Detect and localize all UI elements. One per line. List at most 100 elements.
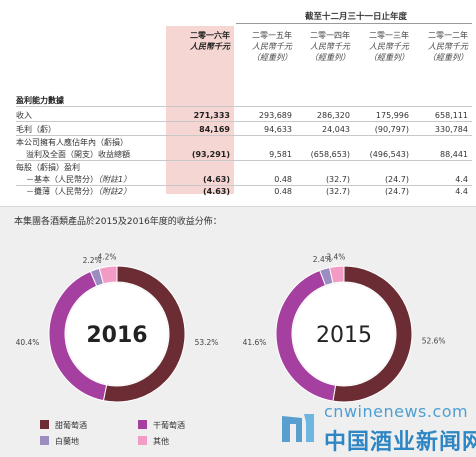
row-label: 毛利（虧） xyxy=(16,125,56,134)
table-cell: 293,689 xyxy=(258,111,292,120)
financial-summary-table: 截至十二月三十一日止年度 二零一六年 人民幣千元 二零一五年 人民幣千元 （經重… xyxy=(0,0,476,206)
slice-percent-label: 41.6% xyxy=(243,338,267,347)
legend-item: 白蘭地 xyxy=(40,436,79,447)
table-row: －基本（人民幣分）（附註1） (4.63) 0.48 (32.7) (24.7)… xyxy=(0,174,476,185)
legend-label: 其他 xyxy=(153,437,169,446)
column-unit: 人民幣千元 xyxy=(252,42,292,51)
row-label: 溢利及全面（開支）收益總額 xyxy=(26,150,130,159)
slice-percent-label: 2.4% xyxy=(313,255,332,264)
table-cell: (32.7) xyxy=(325,175,350,184)
table-cell: 0.48 xyxy=(274,187,292,196)
column-unit: 人民幣千元 xyxy=(310,42,350,51)
legend-swatch xyxy=(138,420,147,429)
table-row: 毛利（虧） 84,169 94,633 24,043 (90,797) 330,… xyxy=(0,124,476,135)
chart-caption: 本集團各酒類產品於2015及2016年度的收益分佈： xyxy=(14,217,222,227)
table-cell: 330,784 xyxy=(434,125,468,134)
column-header-2016: 二零一六年 人民幣千元 xyxy=(170,30,230,52)
row-note: （附註1） xyxy=(98,175,132,184)
table-row: 每股（虧損）盈利 xyxy=(0,162,476,173)
header-divider xyxy=(236,23,472,24)
watermark-site-name: 中国酒业新闻网 xyxy=(324,430,476,455)
table-cell: (496,543) xyxy=(369,150,409,159)
column-header-2012: 二零一二年 人民幣千元 （經重列） xyxy=(408,30,468,63)
slice-percent-label: 40.4% xyxy=(16,338,40,347)
table-cell: 0.48 xyxy=(274,175,292,184)
highlight-column-2016 xyxy=(166,26,234,194)
table-cell: (93,291) xyxy=(191,150,230,159)
legend-item: 其他 xyxy=(138,436,169,447)
column-year: 二零一四年 xyxy=(310,31,350,40)
donut-slice-2015-3 xyxy=(328,265,345,284)
slice-percent-label: 53.2% xyxy=(195,338,219,347)
table-cell: (32.7) xyxy=(325,187,350,196)
legend-swatch xyxy=(138,436,147,445)
watermark-url: cnwinenews.com xyxy=(324,402,469,421)
row-divider xyxy=(16,135,472,136)
table-cell: 94,633 xyxy=(264,125,292,134)
legend-item: 甜葡萄酒 xyxy=(40,420,87,431)
table-cell: 84,169 xyxy=(199,125,230,134)
row-note: （附註2） xyxy=(98,187,132,196)
table-cell: (24.7) xyxy=(384,187,409,196)
legend-label: 干葡萄酒 xyxy=(153,421,185,430)
column-note: （經重列） xyxy=(369,53,409,62)
column-year: 二零一五年 xyxy=(252,31,292,40)
table-cell: 9,581 xyxy=(269,150,292,159)
legend-item: 干葡萄酒 xyxy=(138,420,185,431)
slice-percent-label: 3.4% xyxy=(326,252,345,261)
table-row: 收入 271,333 293,689 286,320 175,996 658,1… xyxy=(0,110,476,121)
donut-slice-2016-3 xyxy=(98,265,118,285)
slice-percent-label: 4.2% xyxy=(97,253,116,262)
table-cell: (658,653) xyxy=(310,150,350,159)
table-cell: (4.63) xyxy=(202,187,230,196)
table-cell: 271,333 xyxy=(193,111,230,120)
row-label-text: －基本（人民幣分） xyxy=(26,175,98,184)
period-header: 截至十二月三十一日止年度 xyxy=(304,12,407,22)
donut-hole xyxy=(66,283,168,385)
revenue-distribution-panel: 本集團各酒類產品於2015及2016年度的收益分佈： 53.2% 40.4% 2.2… xyxy=(0,206,476,457)
row-divider xyxy=(16,185,472,186)
column-header-2014: 二零一四年 人民幣千元 （經重列） xyxy=(290,30,350,63)
row-divider xyxy=(16,106,472,107)
table-cell: (4.63) xyxy=(202,175,230,184)
donut-year-label: 2015 xyxy=(316,323,372,348)
table-row: 溢利及全面（開支）收益總額 (93,291) 9,581 (658,653) (… xyxy=(0,149,476,160)
watermark-logo-icon xyxy=(282,414,314,442)
column-year: 二零一六年 xyxy=(190,31,230,40)
row-label: 本公司擁有人應佔年內（虧損） xyxy=(16,138,128,147)
table-cell: 175,996 xyxy=(375,111,409,120)
row-label: 收入 xyxy=(16,111,32,120)
row-label: －基本（人民幣分）（附註1） xyxy=(26,174,131,185)
legend-swatch xyxy=(40,420,49,429)
table-cell: (24.7) xyxy=(384,175,409,184)
column-unit: 人民幣千元 xyxy=(190,42,230,51)
donut-charts: 53.2% 40.4% 2.2%4.2% 2016 52.6% 41.6% 2.4%3.4%… xyxy=(16,252,446,403)
row-divider xyxy=(16,121,472,122)
table-row: 本公司擁有人應佔年內（虧損） xyxy=(0,137,476,148)
donut-hole xyxy=(293,283,395,385)
slice-percent-label: 52.6% xyxy=(422,336,446,345)
column-note: （經重列） xyxy=(428,53,468,62)
table-row: －攤薄（人民幣分）（附註2） (4.63) 0.48 (32.7) (24.7)… xyxy=(0,186,476,197)
column-unit: 人民幣千元 xyxy=(369,42,409,51)
table-cell: 4.4 xyxy=(455,187,468,196)
table-cell: 88,441 xyxy=(440,150,468,159)
slice-percent-label: 2.2% xyxy=(83,256,102,265)
row-label: 每股（虧損）盈利 xyxy=(16,163,80,172)
donut-year-label: 2016 xyxy=(86,323,147,348)
column-header-2013: 二零一三年 人民幣千元 （經重列） xyxy=(349,30,409,63)
row-label-text: －攤薄（人民幣分） xyxy=(26,187,98,196)
section-title: 盈利能力數據 xyxy=(16,96,64,105)
site-watermark: cnwinenews.com 中国酒业新闻网 xyxy=(278,398,476,455)
table-cell: 4.4 xyxy=(455,175,468,184)
donut-slice-2016-0 xyxy=(102,265,186,403)
table-cell: 24,043 xyxy=(322,125,350,134)
column-note: （經重列） xyxy=(252,53,292,62)
column-header-2015: 二零一五年 人民幣千元 （經重列） xyxy=(232,30,292,63)
legend-swatch xyxy=(40,436,49,445)
table-cell: (90,797) xyxy=(374,125,409,134)
row-divider xyxy=(16,160,472,161)
legend-label: 甜葡萄酒 xyxy=(55,421,87,430)
table-cell: 658,111 xyxy=(434,111,468,120)
row-label: －攤薄（人民幣分）（附註2） xyxy=(26,186,131,197)
